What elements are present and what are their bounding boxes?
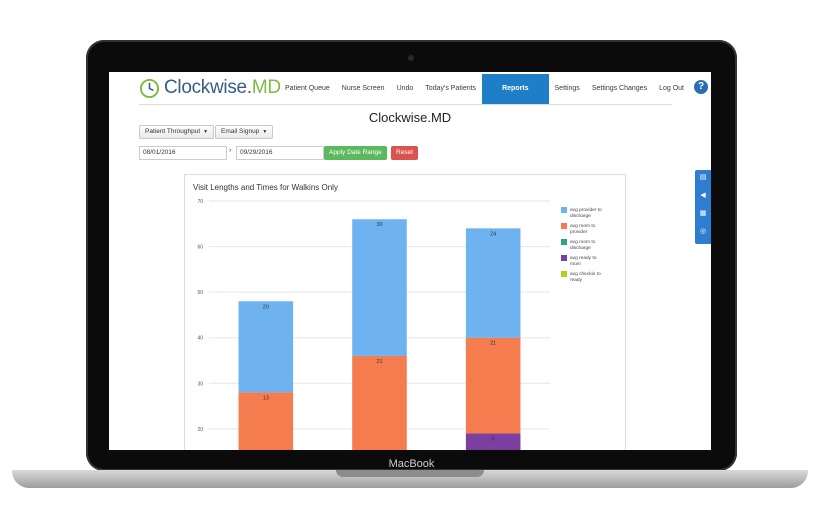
report-type-label: Patient Throughput bbox=[145, 128, 201, 135]
help-icon[interactable]: ? bbox=[694, 80, 708, 94]
data-label: 20 bbox=[263, 304, 269, 310]
legend-label: discharge bbox=[570, 245, 591, 251]
legend-swatch bbox=[561, 207, 567, 213]
legend-swatch bbox=[561, 255, 567, 261]
y-tick-label: 30 bbox=[197, 381, 203, 387]
legend-swatch bbox=[561, 239, 567, 245]
legend-swatch bbox=[561, 271, 567, 277]
nav-settings-changes[interactable]: Settings Changes bbox=[591, 85, 648, 92]
side-toolbar: ▤ ◀ ▦ ◎ bbox=[695, 170, 711, 244]
page-title: Clockwise.MD bbox=[368, 110, 452, 125]
nav-reports[interactable]: Reports bbox=[482, 74, 549, 104]
camera-icon bbox=[408, 55, 414, 61]
laptop-notch bbox=[336, 470, 484, 477]
header-divider bbox=[139, 104, 672, 105]
logo-suffix: MD bbox=[251, 77, 281, 98]
bar-segment bbox=[465, 433, 521, 450]
data-label: 13 bbox=[263, 395, 269, 401]
legend-label: ready bbox=[570, 277, 583, 283]
logo-name: Clockwise. bbox=[164, 77, 252, 98]
y-tick-label: 20 bbox=[197, 427, 203, 433]
top-nav: Patient Queue Nurse Screen Undo Today's … bbox=[279, 74, 690, 104]
legend-label: avg provider to bbox=[570, 207, 602, 213]
data-label: 30 bbox=[376, 222, 382, 228]
app-screen: Clockwise.MD Patient Queue Nurse Screen … bbox=[109, 72, 711, 450]
chart-panel: Visit Lengths and Times for Walkins Only… bbox=[184, 174, 626, 450]
y-tick-label: 60 bbox=[197, 245, 203, 251]
device-label: MacBook bbox=[388, 458, 435, 470]
chart-title: Visit Lengths and Times for Walkins Only bbox=[193, 183, 338, 192]
start-date-input[interactable]: 08/01/2016 bbox=[139, 146, 227, 160]
apply-date-range-button[interactable]: Apply Date Range bbox=[324, 146, 387, 160]
caret-down-icon: ▼ bbox=[203, 129, 209, 135]
reset-button[interactable]: Reset bbox=[391, 146, 418, 160]
legend-label: avg room to bbox=[570, 223, 596, 229]
data-label: 24 bbox=[490, 231, 496, 237]
nav-settings[interactable]: Settings bbox=[554, 85, 580, 92]
book-icon[interactable]: ▤ bbox=[699, 174, 707, 181]
bar-segment bbox=[352, 219, 407, 356]
logo-text: Clockwise.MD bbox=[164, 77, 281, 99]
email-signup-label: Email Signup bbox=[221, 128, 260, 135]
nav-undo[interactable]: Undo bbox=[396, 85, 414, 92]
lifebuoy-icon[interactable]: ◎ bbox=[699, 228, 707, 235]
end-date-input[interactable]: 09/29/2016 bbox=[236, 146, 324, 160]
nav-log-out[interactable]: Log Out bbox=[659, 85, 684, 92]
window-icon[interactable]: ▦ bbox=[699, 210, 707, 217]
y-tick-label: 50 bbox=[197, 290, 203, 296]
legend-label: avg room to bbox=[570, 239, 596, 245]
data-label: 21 bbox=[490, 341, 496, 347]
date-range-arrow-icon: › bbox=[229, 147, 232, 154]
logo[interactable]: Clockwise.MD bbox=[139, 77, 281, 99]
legend-label: room bbox=[570, 261, 581, 267]
caret-down-icon: ▼ bbox=[262, 129, 268, 135]
legend-label: avg checkin to bbox=[570, 271, 601, 277]
y-tick-label: 40 bbox=[197, 336, 203, 342]
legend-label: avg ready to bbox=[570, 255, 597, 261]
nav-patient-queue[interactable]: Patient Queue bbox=[285, 85, 330, 92]
email-signup-dropdown[interactable]: Email Signup ▼ bbox=[215, 125, 274, 139]
nav-nurse-screen[interactable]: Nurse Screen bbox=[341, 85, 385, 92]
bar-segment bbox=[238, 301, 294, 393]
megaphone-icon[interactable]: ◀ bbox=[700, 192, 706, 199]
legend-swatch bbox=[561, 223, 567, 229]
legend-label: discharge bbox=[570, 213, 591, 219]
bar-segment bbox=[465, 228, 521, 338]
stacked-bar-chart: 01020304050607012313207821301452124avg p… bbox=[197, 199, 602, 450]
clock-logo-icon bbox=[139, 78, 160, 98]
y-tick-label: 70 bbox=[197, 199, 203, 205]
nav-todays-patients[interactable]: Today's Patients bbox=[425, 85, 477, 92]
bar-segment bbox=[465, 337, 521, 434]
data-label: 21 bbox=[376, 359, 382, 365]
bar-segment bbox=[238, 392, 294, 450]
report-type-dropdown[interactable]: Patient Throughput ▼ bbox=[139, 125, 215, 139]
laptop-base bbox=[12, 470, 808, 488]
bar-segment bbox=[352, 355, 407, 450]
legend-label: provider bbox=[570, 229, 588, 235]
data-label: 5 bbox=[492, 436, 495, 442]
